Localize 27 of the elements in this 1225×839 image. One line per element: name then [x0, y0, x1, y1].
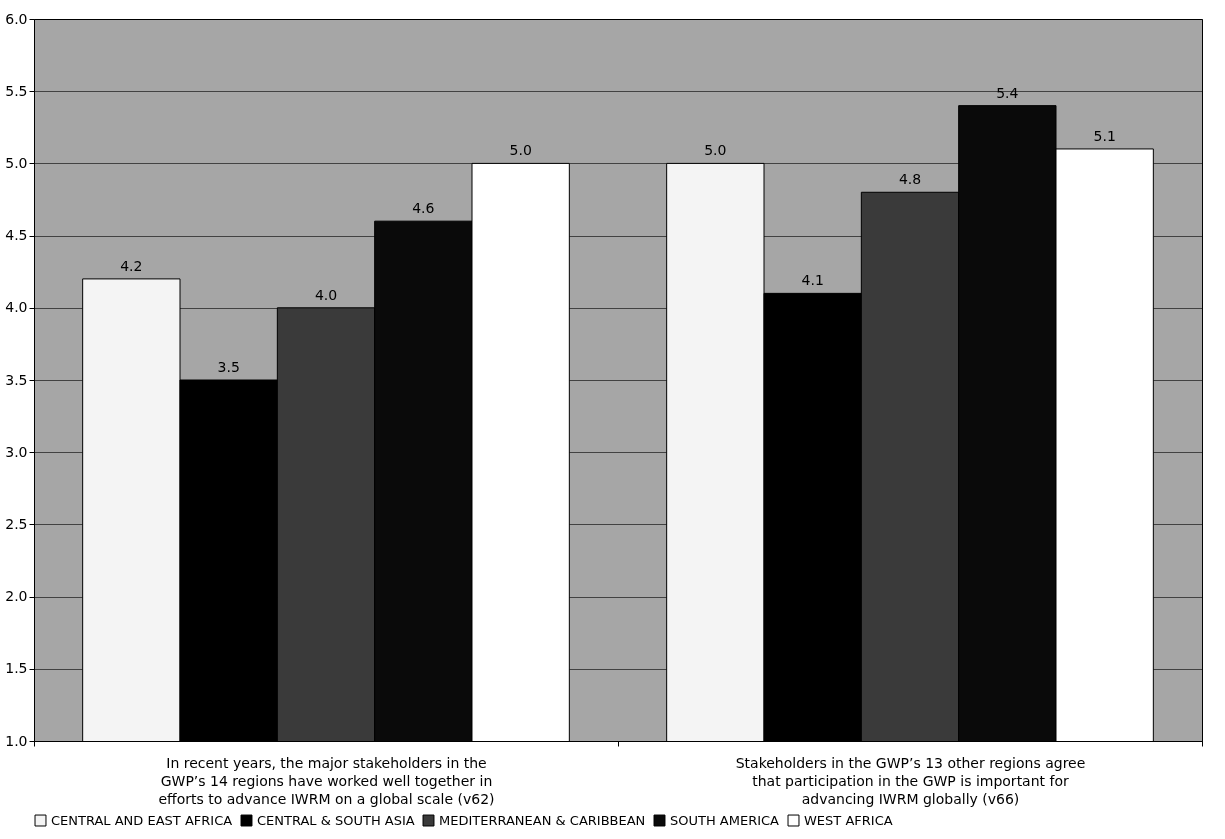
y-tick-label: 1.0	[5, 732, 28, 749]
y-tick-label: 4.0	[5, 299, 28, 316]
x-tick-label: Stakeholders in the GWP’s 13 other regions agree that participation in the GWP is important for advancing IWRM globally (v66)	[735, 754, 1086, 807]
y-tick-label: 1.5	[5, 660, 28, 677]
y-tick-label: 5.0	[5, 154, 28, 171]
data-label: 3.5	[217, 359, 240, 375]
data-label: 4.6	[412, 200, 435, 217]
y-tick-label: 2.0	[5, 588, 28, 605]
y-tick-label: 3.0	[5, 443, 28, 460]
data-label: 4.0	[314, 286, 338, 303]
y-tick-label: 6.0	[5, 10, 28, 27]
legend-label: MEDITERRANEAN & CARIBBEAN	[439, 812, 646, 828]
y-tick-label: 4.5	[5, 227, 28, 244]
data-label: 5.1	[1093, 127, 1116, 144]
x-tick-label: In recent years, the major stakeholders in the GWP’s 14 regions have worked well together in efforts to advance IWRM on a global scale (v62)	[158, 754, 495, 807]
legend-label: SOUTH AMERICA	[670, 812, 780, 828]
y-tick-label: 3.5	[5, 371, 28, 388]
data-label: 4.2	[120, 257, 143, 274]
data-label: 4.8	[898, 171, 922, 188]
y-tick-label: 5.5	[5, 82, 28, 99]
legend-label: CENTRAL AND EAST AFRICA	[51, 812, 233, 828]
legend-label: CENTRAL & SOUTH ASIA	[257, 812, 415, 828]
legend-label: WEST AFRICA	[804, 812, 893, 828]
data-label: 4.1	[801, 272, 824, 289]
data-label: 5.0	[704, 142, 727, 159]
data-label: 5.0	[509, 142, 532, 159]
y-tick-label: 2.5	[5, 515, 28, 532]
